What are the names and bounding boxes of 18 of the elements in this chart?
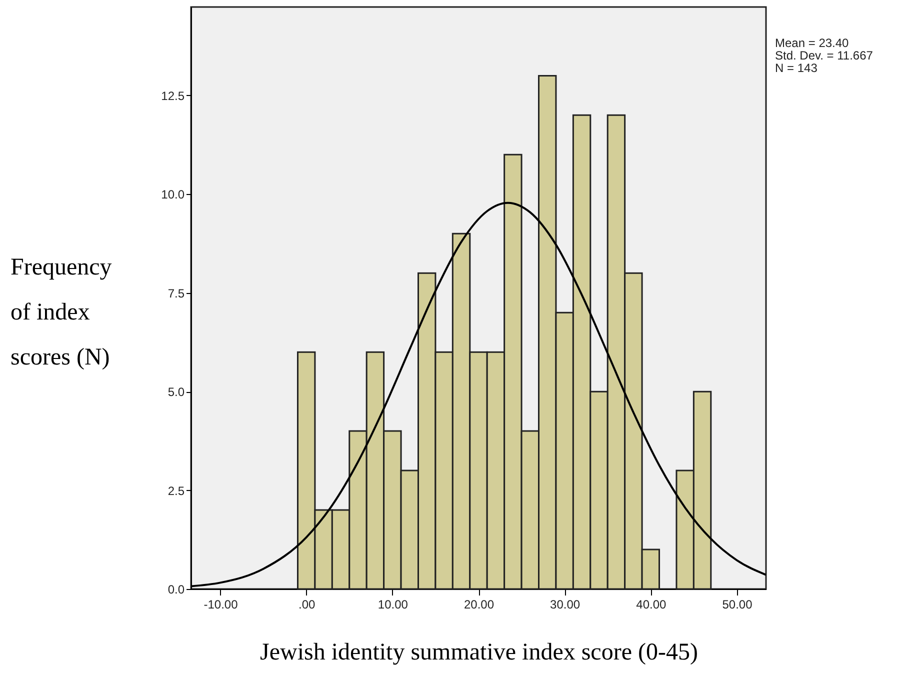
- y-tick-label: 0.0: [168, 582, 185, 596]
- x-tick-label: 30.00: [550, 598, 580, 612]
- text: N = 143: [775, 61, 818, 75]
- y-tick-label: 12.5: [161, 88, 185, 103]
- y-tick-label: 7.5: [168, 286, 185, 300]
- y-tick-label: 10.0: [161, 188, 185, 202]
- x-axis-title: Jewish identity summative index score (0-45): [260, 640, 698, 666]
- x-tick-label: 40.00: [636, 598, 666, 612]
- y-tick-label: 5.0: [168, 385, 185, 400]
- x-tick-label: .00: [298, 598, 316, 612]
- x-tick-label: -10.00: [204, 598, 238, 612]
- text: Std. Dev. = 11.667: [775, 48, 874, 62]
- x-tick-label: 20.00: [464, 598, 494, 612]
- y-axis-title: Frequency of index scores (N): [10, 254, 112, 370]
- y-tick-label: 2.5: [168, 484, 185, 498]
- text: Mean = 23.40: [775, 36, 850, 50]
- x-tick-label: 10.00: [378, 598, 408, 612]
- x-tick-label: 50.00: [722, 598, 753, 612]
